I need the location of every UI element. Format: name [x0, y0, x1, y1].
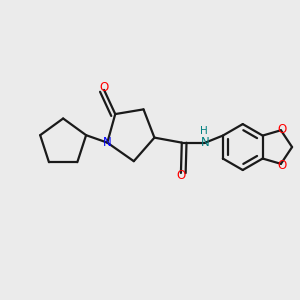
Text: N: N: [103, 136, 112, 149]
Text: N: N: [201, 136, 210, 149]
Text: O: O: [278, 158, 287, 172]
Text: O: O: [99, 81, 109, 94]
Text: O: O: [176, 169, 185, 182]
Text: H: H: [200, 126, 208, 136]
Text: O: O: [278, 123, 287, 136]
